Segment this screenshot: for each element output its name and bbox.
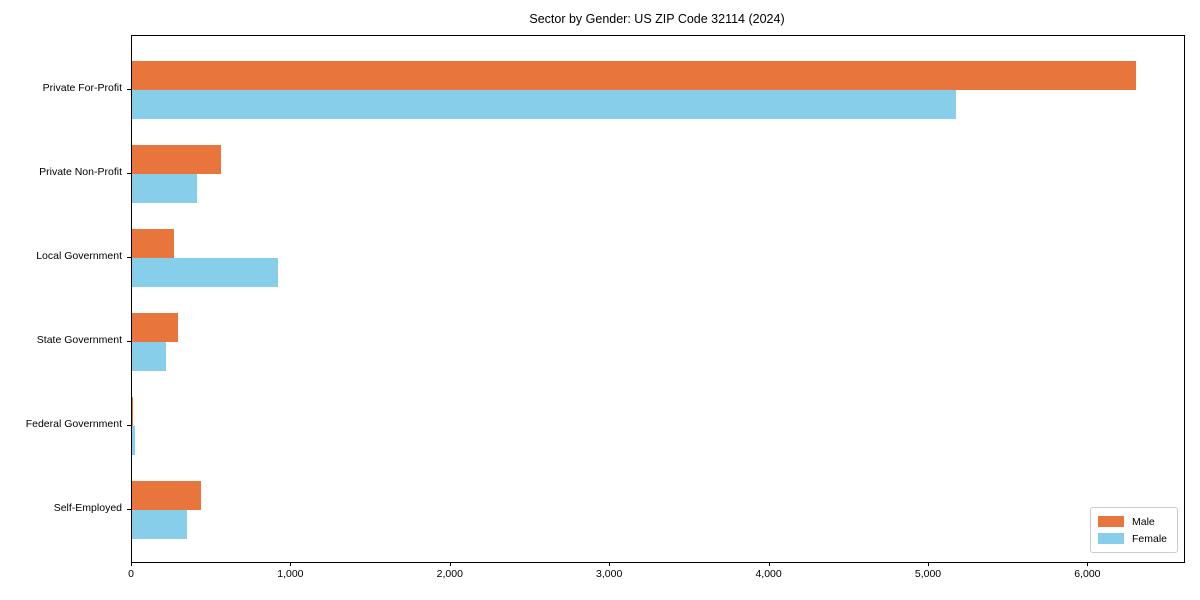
legend-item-female: Female xyxy=(1098,530,1169,547)
x-axis-tick xyxy=(131,562,132,566)
x-axis-tick xyxy=(928,562,929,566)
bar-female-private-non-profit xyxy=(132,174,198,203)
bar-female-self-employed xyxy=(132,510,187,539)
y-axis-tick xyxy=(127,341,131,342)
y-axis-tick xyxy=(127,173,131,174)
chart-title: Sector by Gender: US ZIP Code 32114 (202… xyxy=(529,12,785,26)
female-color-swatch xyxy=(1098,533,1124,544)
y-axis-tick xyxy=(127,425,131,426)
bar-male-federal-government xyxy=(132,397,134,426)
y-axis-tick xyxy=(127,257,131,258)
bar-male-local-government xyxy=(132,229,175,258)
bar-male-self-employed xyxy=(132,481,202,510)
bar-male-state-government xyxy=(132,313,179,342)
x-axis-tick xyxy=(609,562,611,566)
male-color-swatch xyxy=(1098,516,1124,527)
y-axis-tick xyxy=(127,509,131,510)
category-label-self-employed: Self-Employed xyxy=(53,502,122,514)
category-label-federal-government: Federal Government xyxy=(25,418,122,430)
x-axis-tick xyxy=(290,562,292,566)
legend-label-male: Male xyxy=(1132,515,1155,528)
legend-label-female: Female xyxy=(1132,532,1168,545)
category-label-private-for-profit: Private For-Profit xyxy=(42,82,122,94)
x-axis-tick-label: 4,000 xyxy=(755,568,782,580)
x-axis-tick-label: 1,000 xyxy=(277,568,304,580)
x-axis-tick xyxy=(1087,562,1089,566)
bar-female-federal-government xyxy=(132,426,136,455)
legend-item-male: Male xyxy=(1098,513,1169,530)
x-axis-tick-label: 6,000 xyxy=(1074,568,1101,580)
bar-male-private-for-profit xyxy=(132,61,1137,90)
x-axis-tick-label: 2,000 xyxy=(436,568,463,580)
bar-female-local-government xyxy=(132,258,278,287)
legend: Male Female xyxy=(1090,507,1178,553)
category-label-private-non-profit: Private Non-Profit xyxy=(39,166,122,178)
x-axis-tick-label: 3,000 xyxy=(596,568,623,580)
x-axis-tick-label: 0 xyxy=(128,568,134,580)
y-axis-tick xyxy=(127,89,131,90)
bar-male-private-non-profit xyxy=(132,145,222,174)
x-axis-tick-label: 5,000 xyxy=(914,568,942,580)
bar-female-private-for-profit xyxy=(132,90,957,119)
bar-female-state-government xyxy=(132,342,167,371)
plot-area xyxy=(131,35,1185,563)
category-label-state-government: State Government xyxy=(36,334,122,346)
x-axis-tick xyxy=(449,562,451,566)
category-label-local-government: Local Government xyxy=(36,250,122,262)
x-axis-tick xyxy=(768,562,770,566)
